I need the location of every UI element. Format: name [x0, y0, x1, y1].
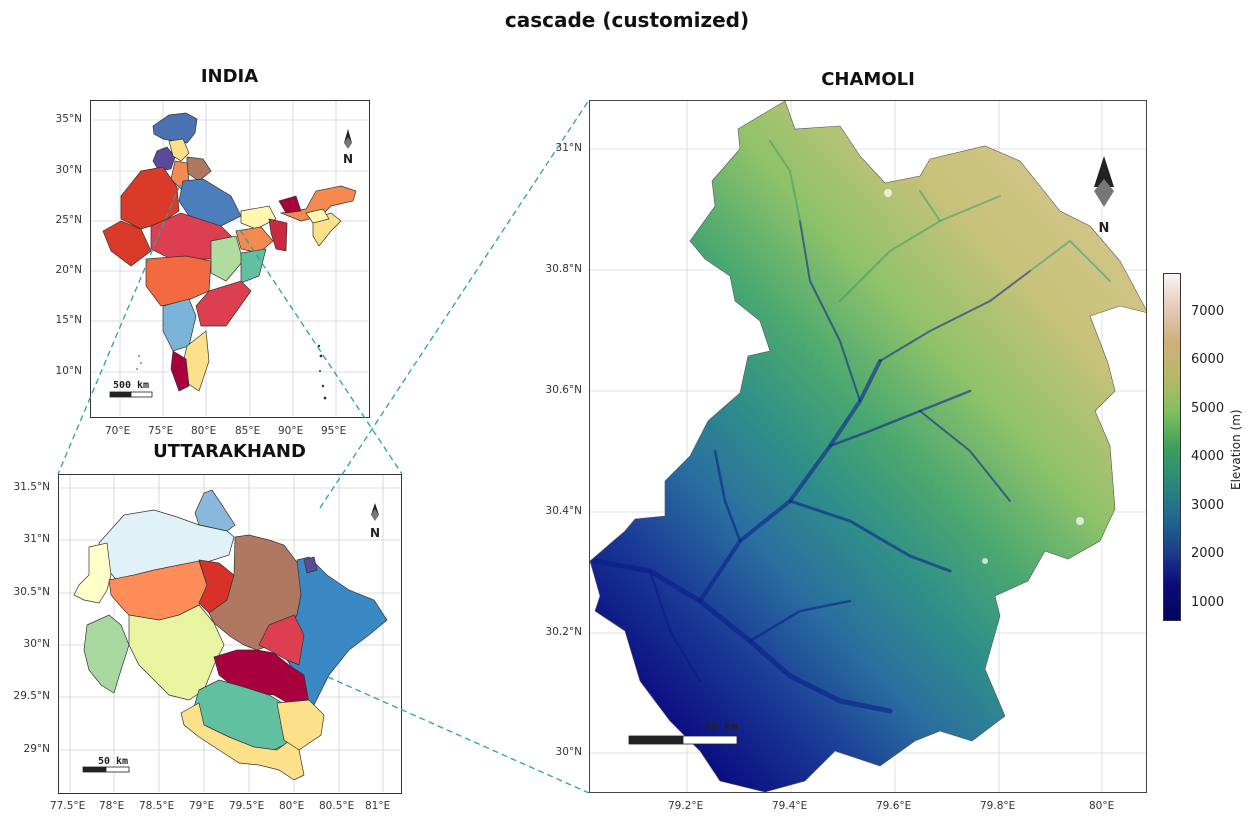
district-nepal-edge [303, 556, 318, 574]
figure-title: cascade (customized) [504, 8, 750, 32]
colorbar-tick: 7000 [1191, 304, 1225, 319]
colorbar-tick: 2000 [1191, 546, 1225, 561]
india-scalebar: 500 km [109, 380, 153, 398]
uttarakhand-xtick: 77.5°E [50, 800, 86, 812]
state-uk [186, 156, 212, 182]
uttarakhand-panel-title: UTTARAKHAND [153, 441, 306, 462]
india-ytick: 20°N [55, 264, 82, 276]
district-pauri [128, 604, 225, 701]
uttarakhand-xtick: 81°E [365, 800, 391, 812]
uttarakhand-ytick: 29.5°N [13, 690, 50, 702]
chamoli-dem-map: N 20 km [590, 101, 1146, 792]
svg-text:20 km: 20 km [704, 720, 737, 733]
uttarakhand-ytick: 30°N [23, 638, 50, 650]
uttarakhand-north-arrow-icon: N [370, 503, 380, 540]
state-up [178, 178, 242, 227]
india-xtick: 90°E [278, 425, 304, 437]
state-hp [152, 146, 176, 172]
chamoli-map-frame: N 20 km [589, 100, 1147, 793]
india-map: N 500 km [91, 101, 368, 416]
district-uttarkashi-north [194, 489, 236, 532]
chamoli-boundary [590, 101, 1146, 792]
india-xtick: 95°E [321, 425, 347, 437]
india-ytick: 25°N [55, 214, 82, 226]
district-haridwar [83, 614, 130, 694]
chamoli-xtick: 79.8°E [980, 800, 1016, 812]
chamoli-north-arrow-icon: N [1094, 156, 1114, 236]
uttarakhand-map: N 50 km [59, 475, 400, 792]
india-map-frame: N 500 km [90, 100, 370, 418]
chamoli-ytick: 30.6°N [545, 384, 582, 396]
india-panel-title: INDIA [200, 66, 259, 87]
uttarakhand-ytick: 30.5°N [13, 586, 50, 598]
uttarakhand-xtick: 79°E [189, 800, 215, 812]
uttarakhand-xtick: 78.5°E [139, 800, 175, 812]
chamoli-ytick: 30.4°N [545, 505, 582, 517]
india-ytick: 35°N [55, 113, 82, 125]
india-ytick: 30°N [55, 164, 82, 176]
state-sikkim [278, 195, 302, 214]
district-dehradun [73, 542, 112, 604]
chamoli-xtick: 79.6°E [876, 800, 912, 812]
colorbar-label: Elevation (m) [1229, 409, 1243, 490]
chamoli-ytick: 31°N [555, 142, 582, 154]
svg-text:N: N [1099, 221, 1110, 236]
india-xtick: 75°E [148, 425, 174, 437]
uttarakhand-map-frame: N 50 km [58, 474, 402, 794]
uttarakhand-xtick: 80°E [279, 800, 305, 812]
chamoli-xtick: 80°E [1089, 800, 1115, 812]
india-xtick: 80°E [191, 425, 217, 437]
state-chhattisgarh [210, 235, 244, 282]
svg-text:500 km: 500 km [113, 380, 149, 391]
colorbar-tick: 4000 [1191, 449, 1225, 464]
uttarakhand-ytick: 31.5°N [13, 481, 50, 493]
chamoli-xtick: 79.2°E [668, 800, 704, 812]
uttarakhand-scalebar: 50 km [82, 756, 130, 773]
chamoli-ytick: 30.2°N [545, 626, 582, 638]
state-jharkhand [235, 226, 274, 254]
uttarakhand-ytick: 29°N [23, 743, 50, 755]
colorbar-tick: 3000 [1191, 498, 1225, 513]
uttarakhand-xtick: 78°E [99, 800, 125, 812]
chamoli-panel-title: CHAMOLI [821, 69, 915, 90]
india-ytick: 10°N [55, 365, 82, 377]
chamoli-xtick: 79.4°E [772, 800, 808, 812]
elevation-colorbar [1163, 273, 1181, 621]
svg-text:50 km: 50 km [98, 756, 128, 767]
uttarakhand-xtick: 79.5°E [229, 800, 265, 812]
india-xtick: 85°E [235, 425, 261, 437]
svg-text:N: N [343, 152, 353, 166]
chamoli-ytick: 30.8°N [545, 263, 582, 275]
state-bihar [240, 205, 277, 230]
district-bageshwar [258, 614, 305, 666]
state-wb [268, 218, 288, 252]
svg-text:N: N [370, 526, 380, 540]
state-punjab [168, 138, 190, 162]
state-odisha [240, 248, 267, 284]
chamoli-scalebar: 20 km [628, 720, 738, 745]
india-north-arrow-icon: N [343, 129, 353, 166]
uttarakhand-ytick: 31°N [23, 533, 50, 545]
colorbar-tick: 5000 [1191, 401, 1225, 416]
district-champawat [276, 699, 325, 751]
uttarakhand-xtick: 80.5°E [319, 800, 355, 812]
india-xtick: 70°E [105, 425, 131, 437]
colorbar-tick: 1000 [1191, 595, 1225, 610]
state-maharashtra [145, 255, 212, 307]
india-ytick: 15°N [55, 314, 82, 326]
district-udham-singh-nagar [180, 702, 305, 781]
colorbar-tick: 6000 [1191, 352, 1225, 367]
state-jk [152, 112, 198, 144]
chamoli-ytick: 30°N [555, 746, 582, 758]
